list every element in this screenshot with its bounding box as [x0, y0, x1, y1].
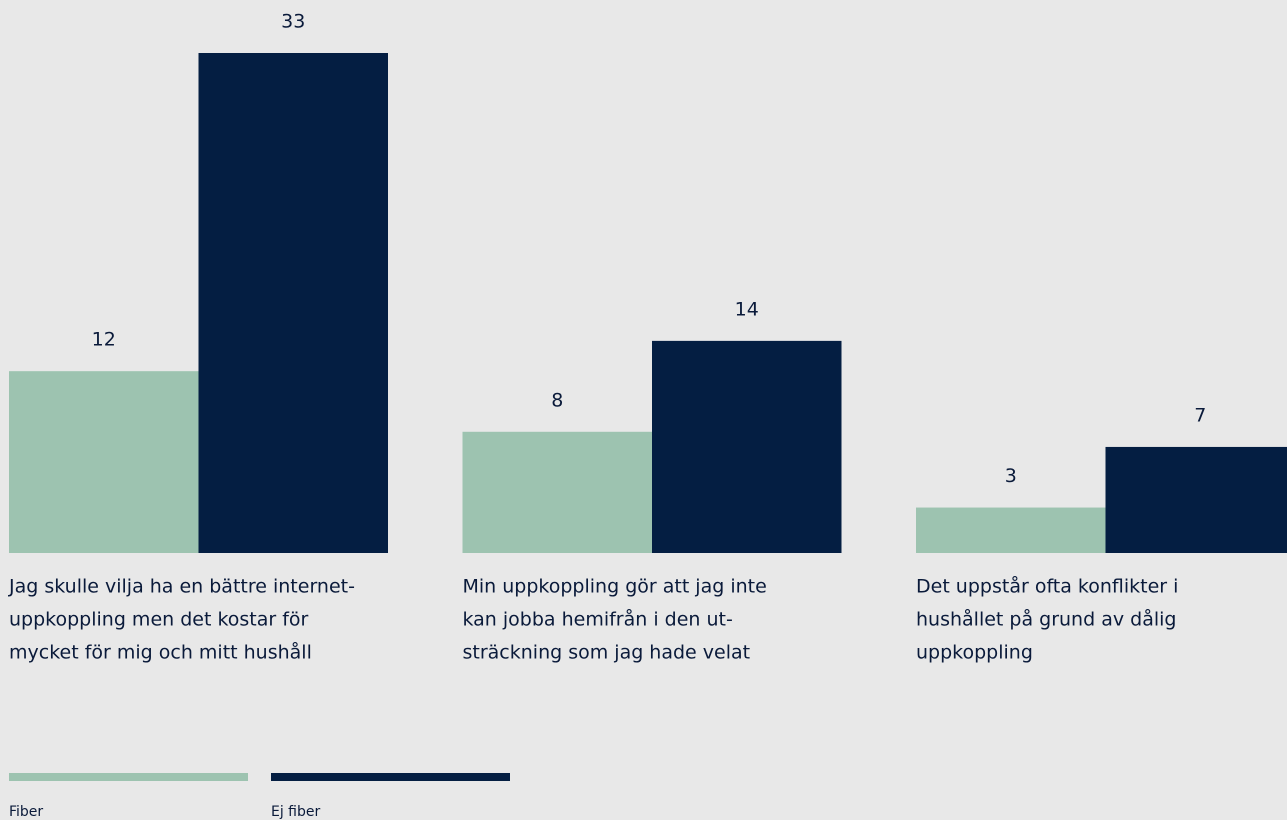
value-label: 14 [735, 298, 759, 320]
bar [1105, 446, 1287, 553]
bar [916, 507, 1106, 553]
value-label: 7 [1194, 404, 1206, 426]
bar [198, 53, 388, 553]
category-label: Min uppkoppling gör att jag inte [463, 576, 767, 598]
category-label: Det uppstår ofta konflikter i [916, 575, 1178, 598]
legend-label: Fiber [9, 804, 43, 820]
category-label: Jag skulle vilja ha en bättre internet- [8, 576, 355, 598]
category-label: kan jobba hemifrån i den ut- [463, 608, 733, 631]
legend-swatch [9, 773, 248, 781]
bar [9, 371, 199, 553]
category-label: uppkoppling [916, 642, 1033, 664]
value-label: 12 [92, 329, 116, 351]
value-label: 33 [281, 11, 305, 33]
category-label: hushållet på grund av dålig [916, 608, 1176, 631]
category-label: uppkoppling men det kostar för [9, 609, 309, 631]
category-label: sträckning som jag hade velat [463, 642, 751, 664]
value-label: 8 [551, 389, 563, 411]
legend-swatch [271, 773, 510, 781]
bar [652, 340, 842, 553]
legend-label: Ej fiber [271, 804, 321, 820]
category-label: mycket för mig och mitt hushåll [9, 641, 312, 664]
bar [462, 431, 652, 553]
value-label: 3 [1005, 465, 1017, 487]
